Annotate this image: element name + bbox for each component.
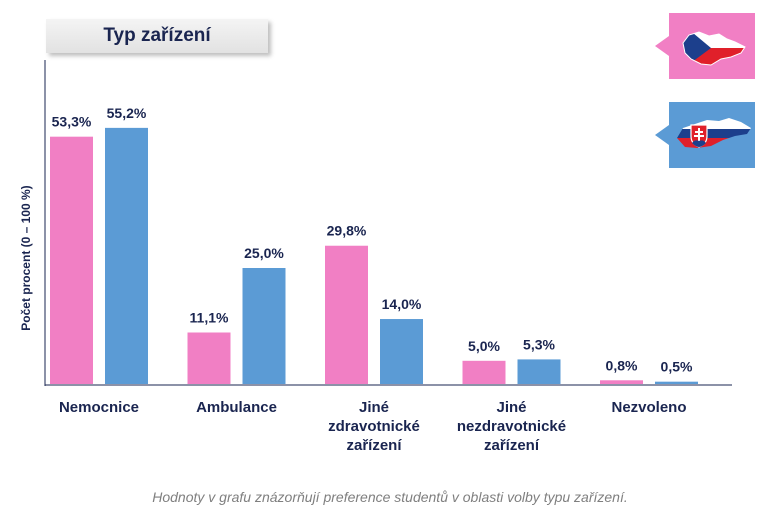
data-label-cz-0: 53,3% [52, 114, 92, 130]
legend-card-cz [655, 13, 755, 79]
bar-sk-4 [655, 381, 698, 384]
bar-cz-4 [600, 380, 643, 384]
category-label-0: Nemocnice [58, 399, 140, 416]
data-label-cz-4: 0,8% [606, 357, 638, 373]
bar-sk-0 [105, 127, 148, 384]
slovak-map-flag-icon [669, 102, 755, 168]
data-label-cz-3: 5,0% [468, 338, 500, 354]
bar-cz-2 [325, 245, 368, 384]
category-label-2: Jiné zdravotnické zařízení [328, 399, 420, 454]
bar-chart: 53,3% 55,2% 11,1% 25,0% 29,8% 14,0% 5,0% 5,3% 0,… [44, 60, 732, 386]
data-label-sk-0: 55,2% [107, 105, 147, 121]
chart-title: Typ zařízení [46, 19, 268, 53]
czech-map-flag-icon [669, 13, 755, 79]
card-pointer [655, 125, 669, 145]
data-label-sk-1: 25,0% [244, 245, 284, 261]
bar-sk-2 [380, 319, 423, 384]
data-label-cz-2: 29,8% [327, 223, 367, 239]
bar-cz-0 [50, 136, 93, 384]
footnote: Hodnoty v grafu znázorňují preference st… [152, 489, 628, 505]
bar-cz-1 [187, 332, 231, 384]
bar-cz-3 [462, 360, 506, 384]
category-label-3: Jiné nezdravotnické zařízení [456, 399, 567, 454]
card-pointer [655, 36, 669, 56]
legend-card-sk [655, 102, 755, 168]
data-label-sk-3: 5,3% [523, 336, 555, 352]
data-label-cz-1: 11,1% [190, 309, 229, 325]
data-label-sk-4: 0,5% [661, 359, 693, 375]
bar-sk-3 [517, 359, 561, 384]
bar-sk-1 [242, 268, 286, 384]
data-label-sk-2: 14,0% [382, 296, 422, 312]
category-label-1: Ambulance [196, 399, 277, 416]
category-label-4: Nezvoleno [611, 399, 687, 416]
